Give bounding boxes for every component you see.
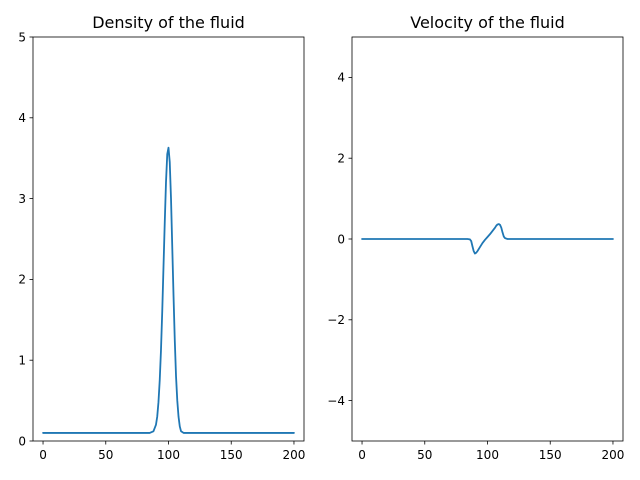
density-title: Density of the fluid: [92, 13, 245, 32]
velocity-axes-frame: [351, 36, 624, 442]
velocity-marks: [361, 223, 614, 255]
density-xtick-label: 150: [220, 448, 243, 462]
density-ytick-label: 5: [18, 30, 26, 44]
density-xtick-label: 200: [283, 448, 306, 462]
density-xtick-label: 100: [157, 448, 180, 462]
velocity-xtick-label: 0: [358, 448, 366, 462]
velocity-xtick-label: 50: [417, 448, 432, 462]
velocity-ytick-label: 0: [337, 232, 345, 246]
velocity-ticks: 0 50 100 150 200 −4 −2 0 2 4: [327, 71, 624, 462]
density-ytick-label: 4: [18, 111, 26, 125]
density-series-line: [42, 146, 295, 434]
density-ytick-label: 0: [18, 434, 26, 448]
density-marks: [42, 146, 295, 434]
velocity-ytick-label: −2: [327, 313, 345, 327]
velocity-series-line: [361, 223, 614, 255]
density-ticks: 0 50 100 150 200 0 1 2 3 4 5: [18, 30, 305, 462]
velocity-xtick-label: 150: [539, 448, 562, 462]
density-xtick-label: 0: [39, 448, 47, 462]
velocity-ytick-label: 2: [337, 152, 345, 166]
density-ytick-label: 3: [18, 192, 26, 206]
density-xtick-label: 50: [98, 448, 113, 462]
velocity-title: Velocity of the fluid: [410, 13, 565, 32]
density-ytick-label: 2: [18, 273, 26, 287]
velocity-xtick-label: 200: [602, 448, 625, 462]
density-panel: Density of the fluid 0 50 100 150 200 0 1 2 3 4 5: [18, 13, 305, 462]
velocity-panel: Velocity of the fluid 0 50 100 150 200 −4 −2 0 2…: [327, 13, 624, 462]
density-axes-frame: [32, 36, 305, 442]
velocity-xtick-label: 100: [476, 448, 499, 462]
density-ytick-label: 1: [18, 354, 26, 368]
velocity-ytick-label: 4: [337, 71, 345, 85]
velocity-ytick-label: −4: [327, 394, 345, 408]
